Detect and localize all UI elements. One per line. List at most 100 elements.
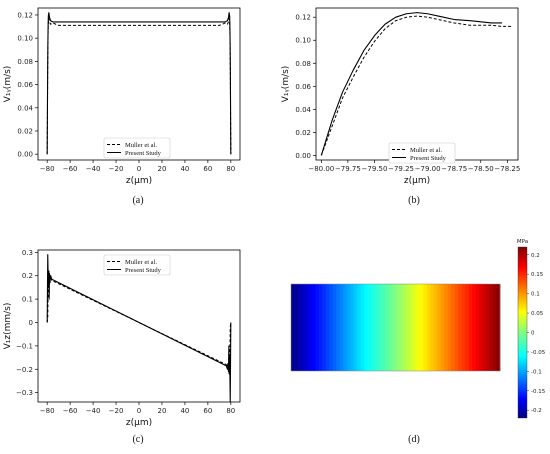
heatmap-cell bbox=[339, 284, 344, 371]
y-axis-label: V₁ᵧ(m/s) bbox=[281, 66, 291, 103]
heatmap-cell bbox=[367, 284, 372, 371]
colorbar bbox=[517, 246, 528, 419]
heatmap-cell bbox=[325, 284, 330, 371]
heatmap-cell bbox=[486, 284, 490, 371]
legend-label: Present Study bbox=[410, 155, 447, 162]
heatmap-cell bbox=[385, 284, 389, 371]
heatmap-cell bbox=[357, 284, 362, 371]
y-axis-label: V₁z(mm/s) bbox=[3, 303, 13, 350]
legend: Muller et al.Present Study bbox=[103, 254, 171, 276]
y-tick-label: 0.04 bbox=[295, 106, 311, 114]
y-tick-label: 0.04 bbox=[17, 104, 33, 112]
heatmap-cell bbox=[388, 284, 393, 371]
panel-caption: (c) bbox=[132, 434, 143, 445]
y-tick-label: 0.06 bbox=[17, 81, 33, 89]
x-tick-label: 0 bbox=[137, 407, 141, 415]
x-tick-label: −40 bbox=[86, 407, 101, 415]
x-tick-label: −60 bbox=[63, 165, 78, 173]
heatmap-cell bbox=[482, 284, 487, 371]
series-line-present-study bbox=[320, 12, 503, 156]
colorbar-title: MPa bbox=[517, 239, 528, 245]
heatmap-cell bbox=[291, 284, 295, 371]
colorbar-tick-label: 0.05 bbox=[531, 311, 544, 317]
heatmap-cell bbox=[409, 284, 414, 371]
y-tick-label: 0.2 bbox=[22, 272, 33, 280]
heatmap-frame bbox=[290, 283, 501, 372]
heatmap-cell bbox=[336, 284, 341, 371]
heatmap-cell bbox=[318, 284, 323, 371]
legend-label: Present Study bbox=[125, 150, 162, 157]
heatmap-cell bbox=[444, 284, 449, 371]
colorbar-tick-label: 0 bbox=[531, 331, 535, 337]
colorbar-tick-label: 0.1 bbox=[531, 292, 540, 298]
panel-caption: (d) bbox=[408, 434, 420, 445]
panel-a-chart: −80 −60 −40 −20 0 20 40 60 80 0.00 0.02 0.04 0.06 0.0… bbox=[3, 7, 241, 206]
legend-label: Present Study bbox=[125, 267, 162, 274]
x-axis-label: z(μm) bbox=[404, 176, 430, 186]
heatmap-cell bbox=[353, 284, 358, 371]
y-tick-label: −0.3 bbox=[16, 389, 33, 397]
series-line-present-study bbox=[46, 254, 232, 403]
heatmap-cell bbox=[322, 284, 327, 371]
x-tick-label: −20 bbox=[109, 407, 124, 415]
colorbar-tick-label: -0.15 bbox=[531, 389, 546, 395]
series-line-muller bbox=[46, 17, 232, 155]
x-tick-label: −79.00 bbox=[415, 165, 441, 173]
heatmap-cell bbox=[297, 284, 302, 371]
x-tick-label: 40 bbox=[180, 407, 189, 415]
legend: Muller et al.Present Study bbox=[103, 137, 171, 159]
heatmap-cell bbox=[468, 284, 473, 371]
heatmap-cell bbox=[378, 284, 382, 371]
x-tick-label: −79.50 bbox=[362, 165, 388, 173]
x-tick-label: −80 bbox=[40, 407, 55, 415]
heatmap-cell bbox=[346, 284, 351, 371]
y-tick-label: 0.08 bbox=[295, 60, 311, 68]
y-tick-label: −0.2 bbox=[16, 366, 33, 374]
heatmap-cell bbox=[371, 284, 375, 371]
x-tick-label: −20 bbox=[109, 165, 124, 173]
heatmap-cell bbox=[454, 284, 459, 371]
heatmap-cell bbox=[402, 284, 407, 371]
heatmap-cell bbox=[416, 284, 421, 371]
plot-frame bbox=[37, 7, 241, 161]
colorbar-tick-label: -0.05 bbox=[531, 350, 546, 356]
heatmap-cell bbox=[392, 284, 396, 371]
x-tick-label: 60 bbox=[203, 165, 212, 173]
x-tick-label: −79.75 bbox=[335, 165, 361, 173]
heatmap-cell bbox=[458, 284, 463, 371]
y-tick-label: 0.02 bbox=[17, 127, 33, 135]
heatmap-cell bbox=[343, 284, 348, 371]
heatmap-cell bbox=[489, 284, 494, 371]
y-tick-label: 0.12 bbox=[295, 14, 311, 22]
heatmap-cell bbox=[398, 284, 403, 371]
legend-label: Muller et al. bbox=[125, 259, 157, 266]
heatmap-cell bbox=[440, 284, 445, 371]
heatmap-cell bbox=[301, 284, 306, 371]
heatmap-cell bbox=[360, 284, 365, 371]
y-tick-label: −0.1 bbox=[16, 342, 33, 350]
panel-caption: (a) bbox=[132, 195, 143, 206]
heatmap-cell bbox=[374, 284, 379, 371]
x-tick-label: 60 bbox=[203, 407, 212, 415]
heatmap-cell bbox=[311, 284, 316, 371]
heatmap-cell bbox=[423, 284, 428, 371]
heatmap-cell bbox=[451, 284, 456, 371]
x-tick-label: −79.25 bbox=[388, 165, 414, 173]
heatmap-cell bbox=[405, 284, 410, 371]
heatmap-cell bbox=[472, 284, 477, 371]
heatmap-cell bbox=[426, 284, 431, 371]
colorbar-tick-label: 0.15 bbox=[531, 272, 544, 278]
colorbar-tick-label: 0.2 bbox=[531, 253, 540, 259]
x-tick-label: 20 bbox=[157, 165, 166, 173]
y-tick-label: 0.02 bbox=[295, 129, 311, 137]
heatmap-cell bbox=[465, 284, 470, 371]
heatmap-cell bbox=[461, 284, 466, 371]
panel-b-chart: −80.00 −79.75 −79.50 −79.25 −79.00 −78.75 −78.… bbox=[281, 7, 520, 206]
heatmap-cell bbox=[294, 284, 299, 371]
y-tick-label: 0.00 bbox=[295, 152, 311, 160]
y-tick-label: 0.08 bbox=[17, 58, 33, 66]
heatmap-cell bbox=[332, 284, 337, 371]
x-tick-label: −78.25 bbox=[494, 165, 520, 173]
colorbar-tick-label: -0.2 bbox=[531, 408, 542, 414]
